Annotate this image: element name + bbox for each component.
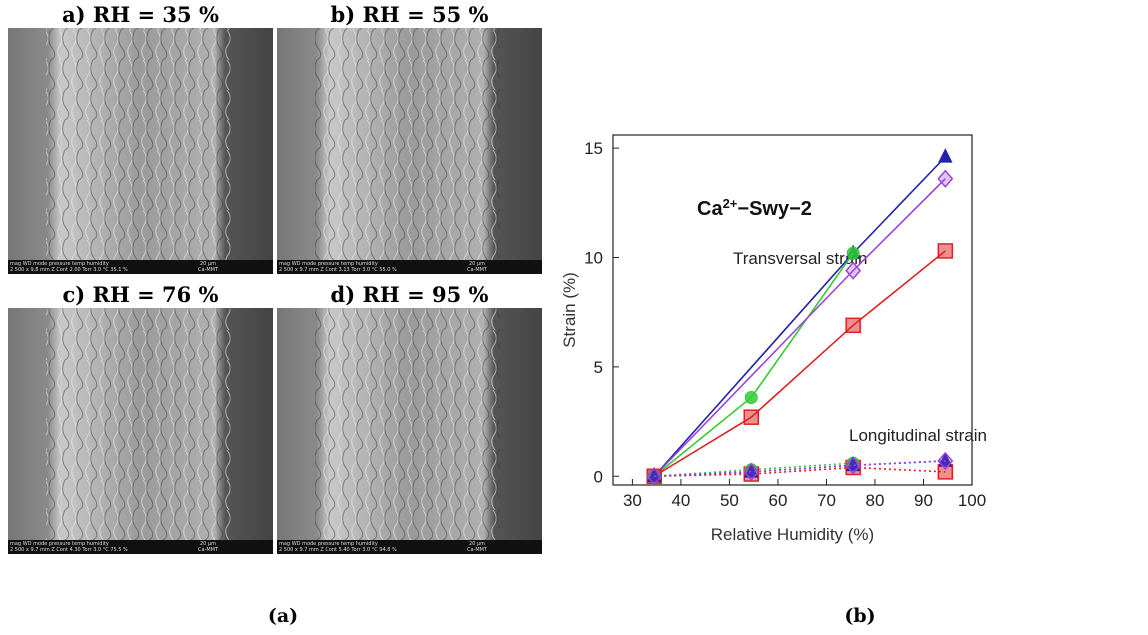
x-tick-label: 100: [958, 491, 986, 510]
x-tick-label: 40: [671, 491, 690, 510]
info-text: Ca-MMT: [467, 267, 488, 273]
annotation: Transversal strain: [733, 249, 867, 268]
marker: [845, 456, 862, 475]
x-tick-label: 30: [623, 491, 642, 510]
caption: (b): [844, 605, 875, 627]
marker: [845, 456, 861, 472]
marker: [743, 462, 760, 482]
x-axis-label: Relative Humidity (%): [711, 525, 874, 544]
info-text: 2 500 x 9.8 mm Z Cont 2.00 Torr 3.0 °C 3…: [10, 267, 128, 273]
annotation: Longitudinal strain: [849, 426, 987, 445]
x-tick-label: 60: [768, 491, 787, 510]
info-text: 20 µm: [200, 541, 216, 547]
marker: [647, 467, 662, 482]
x-tick-label: 50: [720, 491, 739, 510]
marker: [743, 409, 760, 425]
marker: [938, 148, 953, 163]
x-tick-label: 70: [817, 491, 836, 510]
panel-label: c) RH = 76 %: [62, 282, 218, 307]
info-text: 20 µm: [469, 541, 485, 547]
y-tick-label: 5: [594, 358, 603, 377]
sample-label-part: 2+: [723, 196, 738, 211]
panel-label: d) RH = 95 %: [331, 282, 489, 307]
info-text: mag WD mode pressure temp humidity: [279, 541, 378, 547]
info-text: 2 500 x 9.7 mm Z Cont 3.13 Torr 3.0 °C 5…: [279, 267, 397, 273]
x-tick-label: 90: [914, 491, 933, 510]
y-tick-label: 0: [594, 467, 603, 486]
sem-texture: [315, 28, 500, 260]
info-text: 2 500 x 9.7 mm Z Cont 4.30 Torr 3.0 °C 7…: [10, 547, 128, 553]
info-text: 20 µm: [200, 261, 216, 267]
chart: 30 40 50 60 70 80 90 100 0 5 10 15 Relative Humidity…: [560, 134, 987, 544]
info-text: 2 500 x 9.7 mm Z Cont 5.40 Torr 3.0 °C 9…: [279, 547, 397, 553]
panel-label: b) RH = 55 %: [331, 2, 489, 27]
info-text: Ca-MMT: [467, 547, 488, 553]
y-tick-label: 10: [584, 249, 603, 268]
sample-label-part: Ca: [697, 198, 723, 220]
series-line: [653, 250, 946, 477]
info-text: Ca-MMT: [198, 267, 219, 273]
x-tick-label: 80: [866, 491, 885, 510]
info-text: mag WD mode pressure temp humidity: [279, 261, 378, 267]
marker: [744, 463, 759, 478]
series-line: [653, 178, 946, 477]
marker: [937, 169, 954, 188]
sem-texture: [46, 308, 231, 540]
info-text: Ca-MMT: [198, 547, 219, 553]
sem-images: a) RH = 35 % mag WD mode pressure temp hu…: [8, 2, 542, 554]
info-bar: [8, 540, 273, 554]
sample-label-part: −Swy−2: [737, 198, 812, 220]
marker: [846, 246, 860, 260]
marker: [937, 451, 954, 471]
marker: [646, 467, 663, 486]
info-text: mag WD mode pressure temp humidity: [10, 261, 109, 267]
plot-frame: [612, 134, 973, 486]
y-axis-label: Strain (%): [560, 272, 579, 348]
series-line: [654, 462, 854, 478]
panel-label: a) RH = 35 %: [62, 2, 219, 27]
marker: [937, 243, 954, 259]
info-bar: [8, 260, 273, 274]
info-bar: [277, 260, 542, 274]
info-bar: [277, 540, 542, 554]
marker: [845, 261, 862, 280]
sem-texture: [315, 308, 500, 540]
marker: [938, 452, 953, 467]
caption: (a): [268, 605, 298, 627]
info-text: mag WD mode pressure temp humidity: [10, 541, 109, 547]
marker: [744, 391, 758, 404]
sample-label: Ca2+−Swy−2: [697, 196, 812, 221]
y-tick-label: 15: [584, 139, 603, 158]
info-text: 20 µm: [469, 261, 485, 267]
series-line: [654, 460, 946, 478]
marker: [845, 317, 861, 334]
sem-texture: [46, 28, 231, 260]
series-line: [654, 466, 946, 478]
